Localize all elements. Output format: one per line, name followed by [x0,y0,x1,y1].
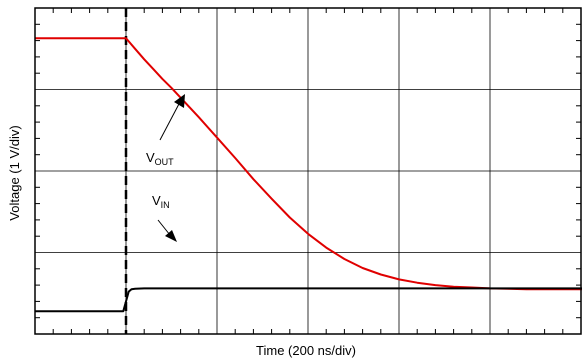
vin-arrow [157,219,171,236]
vin-arrowhead [165,230,177,242]
vin-annotation: VIN [152,193,177,242]
vout-label: VOUT [146,150,174,167]
vin-label-base: V [152,193,161,208]
vout-label-base: V [146,150,155,165]
series-layer [35,37,582,313]
vout-arrowhead [174,94,185,108]
vin-label-sub: IN [161,200,170,210]
vin-label: VIN [152,193,170,210]
vout-arrow [159,101,181,141]
plot-frame [34,7,582,335]
x-axis-label: Time (200 ns/div) [256,343,356,358]
vout-label-sub: OUT [155,157,175,167]
y-axis-label: Voltage (1 V/div) [7,125,22,220]
vout-annotation: VOUT [146,94,185,167]
minor-ticks [35,8,581,334]
series-line-v-in [35,287,582,313]
